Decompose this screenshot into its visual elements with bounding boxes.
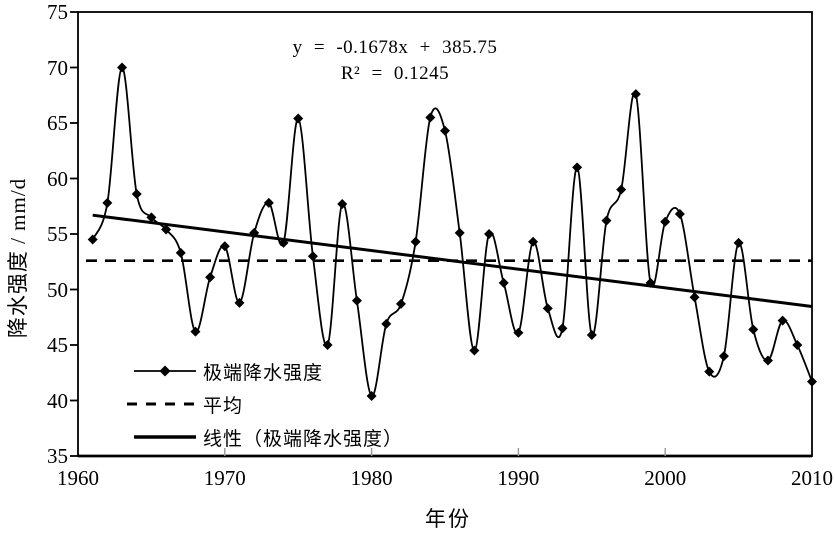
series-line xyxy=(91,66,813,398)
diamond-marker xyxy=(249,227,260,238)
diamond-marker xyxy=(307,251,318,262)
legend-item-linear: 线性（极端降水强度） xyxy=(134,427,403,450)
diamond-marker xyxy=(219,241,230,252)
x-tick-label: 1990 xyxy=(497,466,540,490)
diamond-marker xyxy=(395,298,406,309)
line-with-diamond-marker-icon xyxy=(134,365,196,377)
diamond-marker xyxy=(366,391,377,402)
diamond-marker xyxy=(102,197,113,208)
dashed-line-icon xyxy=(127,402,196,406)
diamond-marker xyxy=(645,277,656,288)
x-tick-label: 2000 xyxy=(644,466,687,490)
diamond-marker xyxy=(601,215,612,226)
diamond-marker xyxy=(630,89,641,100)
diamond-marker xyxy=(777,315,788,326)
diamond-marker xyxy=(792,340,803,350)
series-markers xyxy=(87,62,817,402)
diamond-marker xyxy=(557,323,568,334)
diamond-marker xyxy=(190,326,201,337)
trend-line xyxy=(92,213,813,308)
diamond-marker xyxy=(454,227,465,238)
thick-line-icon xyxy=(134,435,196,439)
x-tick-label: 2010 xyxy=(791,466,833,490)
diamond-marker xyxy=(425,112,436,123)
legend-label-mean: 平均 xyxy=(203,395,244,417)
x-tick-label: 1960 xyxy=(57,466,99,490)
diamond-marker xyxy=(440,125,450,136)
diamond-marker xyxy=(718,351,729,362)
trendline-equation: y = -0.1678x + 385.75 xyxy=(292,37,498,58)
diamond-marker xyxy=(117,62,128,73)
r-squared-value: R² = 0.1245 xyxy=(340,63,450,84)
x-tick-label: 1980 xyxy=(350,466,393,490)
diamond-marker xyxy=(513,327,524,338)
diamond-marker xyxy=(484,229,495,239)
diamond-marker xyxy=(234,297,245,308)
y-tick-label: 60 xyxy=(47,166,68,191)
trendline-annotation: y = -0.1678x + 385.75 R² = 0.1245 xyxy=(240,36,550,85)
diamond-marker xyxy=(572,162,583,173)
diamond-marker xyxy=(175,247,186,258)
diamond-marker xyxy=(278,237,289,248)
diamond-marker xyxy=(293,113,304,124)
diamond-marker xyxy=(704,366,715,377)
diamond-marker xyxy=(351,295,362,306)
diamond-marker xyxy=(469,345,480,356)
diamond-marker xyxy=(733,237,744,248)
legend-label-series: 极端降水强度 xyxy=(203,362,324,384)
diamond-marker xyxy=(161,224,172,235)
y-tick-label: 70 xyxy=(47,55,68,80)
legend-item-mean: 平均 xyxy=(126,394,243,417)
diamond-marker xyxy=(263,197,274,208)
diamond-marker xyxy=(748,324,759,335)
legend-label-linear: 线性（极端降水强度） xyxy=(203,428,404,450)
diamond-marker xyxy=(586,330,597,341)
diamond-marker xyxy=(542,303,553,314)
diamond-marker xyxy=(146,212,157,223)
x-axis-title: 年份 xyxy=(425,507,471,531)
y-tick-label: 65 xyxy=(47,111,68,135)
diamond-marker xyxy=(689,292,700,303)
y-tick-label: 75 xyxy=(47,0,68,24)
diamond-marker xyxy=(205,272,216,283)
diamond-marker xyxy=(322,340,333,350)
legend-item-series: 极端降水强度 xyxy=(134,361,323,384)
diamond-marker xyxy=(660,216,671,227)
diamond-marker xyxy=(528,236,539,247)
y-tick-label: 50 xyxy=(47,277,68,302)
y-tick-label: 45 xyxy=(47,333,68,357)
diamond-marker xyxy=(762,355,773,366)
x-tick-label: 1970 xyxy=(203,466,246,490)
diamond-marker xyxy=(616,184,627,195)
y-tick-label: 35 xyxy=(47,444,68,468)
diamond-marker xyxy=(410,236,421,247)
diamond-marker xyxy=(337,199,348,210)
y-tick-label: 40 xyxy=(47,388,68,413)
y-axis-title: 降水强度 / mm/d xyxy=(6,177,30,339)
diamond-marker xyxy=(498,277,509,288)
diamond-marker xyxy=(381,318,392,329)
diamond-marker xyxy=(87,234,98,245)
diamond-marker xyxy=(131,189,142,200)
diamond-marker xyxy=(674,209,685,220)
y-tick-label: 55 xyxy=(47,222,68,246)
